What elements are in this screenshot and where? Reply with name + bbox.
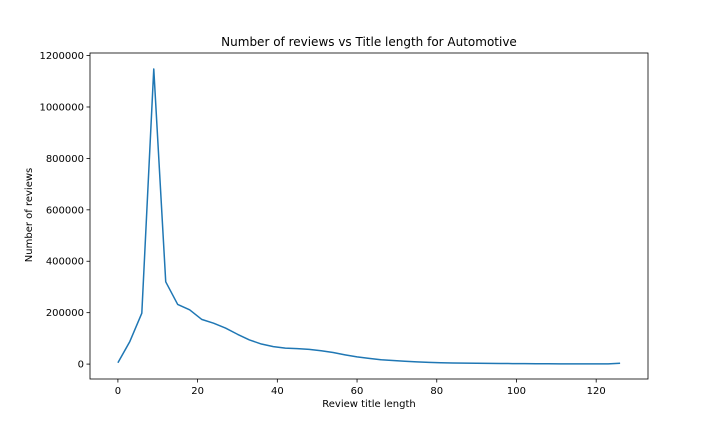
y-tick-label: 800000 xyxy=(46,154,84,165)
x-tick-label: 20 xyxy=(191,386,204,397)
x-tick-label: 120 xyxy=(587,386,606,397)
x-axis-label: Review title length xyxy=(322,399,415,410)
y-tick-label: 600000 xyxy=(46,205,84,216)
y-tick-label: 1200000 xyxy=(39,51,84,62)
y-tick-label: 1000000 xyxy=(39,102,84,113)
chart-title: Number of reviews vs Title length for Au… xyxy=(221,35,517,49)
x-tick-label: 60 xyxy=(351,386,364,397)
y-axis: 0 200000 400000 600000 800000 1000000 1200000 xyxy=(39,51,90,371)
x-tick-label: 80 xyxy=(430,386,443,397)
x-tick-label: 0 xyxy=(115,386,121,397)
plot-frame xyxy=(89,52,649,380)
y-tick-label: 400000 xyxy=(46,257,84,268)
series-line xyxy=(117,68,621,365)
x-tick-label: 40 xyxy=(271,386,284,397)
series-layer xyxy=(117,68,621,365)
x-axis: 0 20 40 60 80 100 120 xyxy=(115,379,606,397)
y-tick-label: 200000 xyxy=(46,308,84,319)
x-tick-label: 100 xyxy=(507,386,526,397)
y-tick-label: 0 xyxy=(78,360,84,371)
plot-area xyxy=(89,52,649,380)
y-axis-label: Number of reviews xyxy=(24,168,35,262)
